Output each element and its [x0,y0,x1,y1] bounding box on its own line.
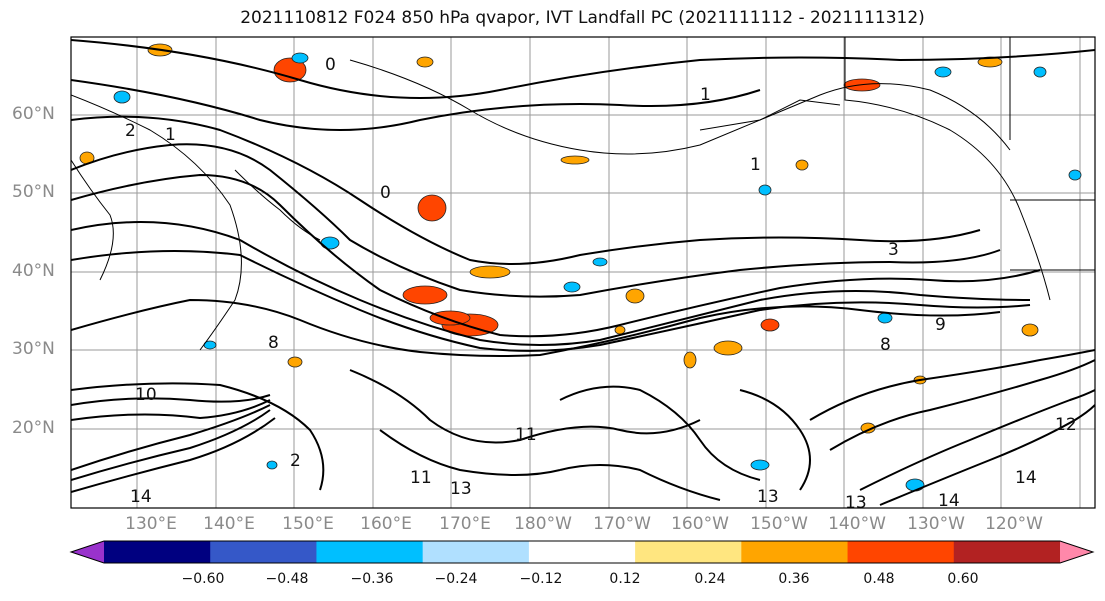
contour-label: 12 [1055,415,1077,435]
contour-label: 9 [935,315,946,335]
contour-label: 2 [125,121,136,141]
contour-value-labels: 0 1 2 1 0 1 3 8 10 8 9 12 2 11 13 14 13 … [125,55,1077,513]
colorbar-tick-label: 0.24 [694,571,726,587]
lon-label-160w: 160°W [671,514,729,534]
colorbar-tick-label: −0.12 [519,571,563,587]
map-frame [70,36,1096,509]
contour-label: 11 [410,468,432,488]
colorbar-segment [422,541,530,563]
contour-label: 10 [135,385,157,405]
lon-label-130e: 130°E [125,514,177,534]
contour-label: 13 [757,487,779,507]
lon-label-150w: 150°W [750,514,808,534]
lon-label-160e: 160°E [360,514,412,534]
contour-label: 1 [165,125,176,145]
colorbar-tick-label: 0.12 [609,571,641,587]
lon-label-170w: 170°W [593,514,651,534]
contour-lines [71,39,1095,506]
contour-label: 0 [380,183,391,203]
contour-label: 14 [938,491,960,511]
positive-anomaly-patches [79,43,1039,434]
contour-label: 13 [450,479,472,499]
contour-label: 0 [325,55,336,75]
map-title: 2021110812 F024 850 hPa qvapor, IVT Land… [240,8,925,28]
colorbar-segment [210,541,317,563]
lon-label-130w: 130°W [907,514,965,534]
colorbar-extend-low [71,541,104,563]
colorbar-tick-label: 0.36 [778,571,810,587]
colorbar-segments [71,541,1093,563]
contour-label: 13 [845,493,867,513]
lat-label-20n: 20°N [12,418,55,438]
colorbar-segment [635,541,742,563]
lat-label-40n: 40°N [12,261,55,281]
contour-label: 8 [268,333,279,353]
contour-label: 14 [130,487,152,507]
lon-label-170e: 170°E [439,514,491,534]
colorbar-tick-label: −0.24 [434,571,478,587]
colorbar-tick-label: −0.60 [181,571,225,587]
colorbar-extend-high [1060,541,1093,563]
contour-label: 14 [1015,468,1037,488]
colorbar-segment [316,541,424,563]
colorbar-segment [104,541,211,563]
graticule [71,37,1095,508]
lon-label-150e: 150°E [282,514,334,534]
lat-label-30n: 30°N [12,339,55,359]
lon-label-140e: 140°E [203,514,255,534]
colorbar-outline [69,540,1095,564]
colorbar-tick-label: −0.48 [265,571,309,587]
colorbar-tick-label: 0.60 [947,571,979,587]
contour-label: 11 [515,425,537,445]
lon-label-140w: 140°W [828,514,886,534]
lat-label-50n: 50°N [12,182,55,202]
contour-label: 2 [290,451,301,471]
negative-anomaly-patches [113,52,1082,492]
contour-label: 1 [700,85,711,105]
colorbar-segment [953,541,1061,563]
coastlines [71,37,1095,351]
colorbar-tick-label: −0.36 [350,571,394,587]
contour-label: 8 [880,335,891,355]
lat-label-60n: 60°N [12,104,55,124]
colorbar-segment [847,541,955,563]
colorbar-segment [528,541,636,563]
lon-label-120w: 120°W [985,514,1043,534]
contour-label: 1 [750,155,761,175]
contour-label: 3 [888,240,899,260]
colorbar-segment [741,541,849,563]
lon-label-180w: 180°W [514,514,572,534]
colorbar-tick-label: 0.48 [863,571,895,587]
